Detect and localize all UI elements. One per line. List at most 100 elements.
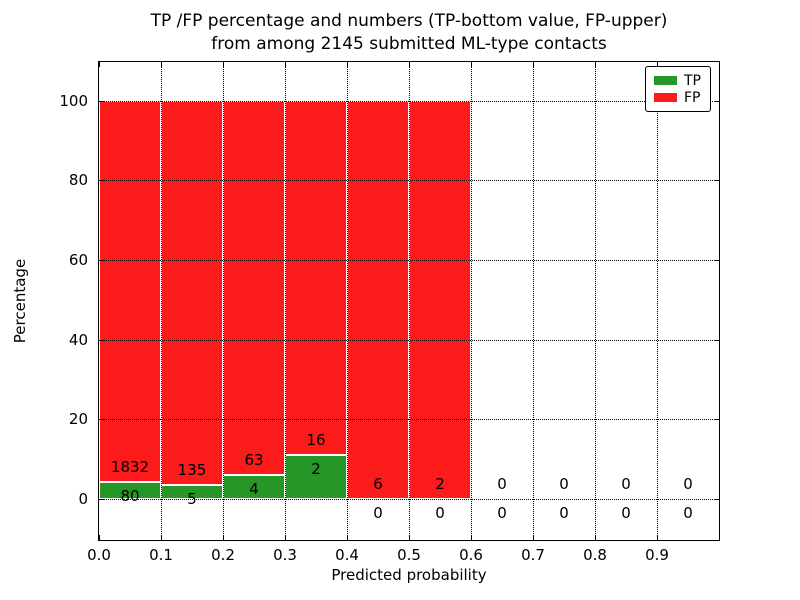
- tp-count-label-3: 2: [311, 459, 321, 478]
- tp-count-label-6: 0: [497, 504, 507, 522]
- ticks-layer: [99, 62, 719, 540]
- legend-swatch-fp-icon: [654, 93, 677, 102]
- xtick-top-0.3: [285, 62, 286, 67]
- gridline-x-0.9: [657, 62, 658, 540]
- xtick-bottom-0.3: [285, 535, 286, 540]
- y-tick-label-0: 0: [78, 490, 88, 508]
- bar-tp-0: [99, 482, 161, 499]
- xtick-bottom-0.7: [533, 535, 534, 540]
- tp-count-label-0: 80: [120, 487, 140, 506]
- x-tick-label-0.5: 0.5: [397, 546, 421, 564]
- ytick-right-60: [714, 259, 719, 261]
- y-tick-label-100: 100: [59, 91, 88, 110]
- fp-count-label-9: 0: [683, 475, 693, 493]
- gridline-x-0.4: [347, 62, 348, 540]
- ytick-left-60: [99, 259, 104, 261]
- x-tick-label-0.8: 0.8: [583, 546, 607, 564]
- fp-count-label-5: 2: [435, 475, 445, 493]
- fp-count-label-7: 0: [559, 475, 569, 493]
- legend: TP FP: [645, 66, 711, 112]
- fp-count-label-1: 135: [177, 460, 207, 479]
- bar-fp-1: [161, 100, 223, 485]
- y-tick-label-40: 40: [68, 330, 88, 349]
- xtick-bottom-0.2: [223, 535, 224, 540]
- x-tick-label-0.0: 0.0: [87, 546, 111, 564]
- y-tick-label-20: 20: [68, 410, 88, 429]
- legend-entry-tp: TP: [646, 72, 710, 89]
- fp-count-label-4: 6: [373, 475, 383, 493]
- fp-count-label-8: 0: [621, 475, 631, 493]
- x-tick-label-0.6: 0.6: [459, 546, 483, 564]
- xtick-top-0.4: [347, 62, 348, 67]
- ytick-right-100: [714, 100, 719, 102]
- tp-count-label-5: 0: [435, 504, 445, 522]
- gridline-y-0: [99, 499, 719, 500]
- xtick-top-0.0: [99, 62, 100, 67]
- xtick-bottom-0.0: [99, 535, 100, 540]
- tp-count-label-4: 0: [373, 504, 383, 522]
- xtick-top-0.8: [595, 62, 596, 67]
- x-tick-label-0.1: 0.1: [149, 546, 173, 564]
- ytick-right-20: [714, 419, 719, 421]
- ytick-right-80: [714, 180, 719, 182]
- x-tick-label-0.2: 0.2: [211, 546, 235, 564]
- bars-layer: [99, 62, 719, 540]
- xtick-bottom-0.8: [595, 535, 596, 540]
- chart-title-line1: TP /FP percentage and numbers (TP-bottom…: [150, 11, 668, 31]
- gridline-y-60: [99, 259, 719, 261]
- ytick-left-40: [99, 339, 104, 341]
- bar-fp-2: [223, 100, 285, 476]
- gridline-x-0.7: [533, 62, 534, 540]
- xtick-bottom-0.5: [409, 535, 410, 540]
- xtick-top-0.1: [161, 62, 162, 67]
- xtick-bottom-0.1: [161, 535, 162, 540]
- xtick-top-0.7: [533, 62, 534, 67]
- plot-area: 1832 80 135 5 63 4 16 2 6 0 2 0 0 0 0 0 0 0 0 0 TP FP: [98, 61, 720, 541]
- bar-fp-5: [409, 100, 471, 499]
- xtick-bottom-0.9: [657, 535, 658, 540]
- x-axis-label: Predicted probability: [331, 566, 487, 584]
- fp-count-label-2: 63: [244, 451, 264, 470]
- x-tick-label-0.3: 0.3: [273, 546, 297, 564]
- gridline-x-0.2: [223, 62, 224, 540]
- legend-label-tp: TP: [684, 72, 701, 89]
- gridline-x-0.3: [285, 62, 286, 540]
- ytick-left-20: [99, 419, 104, 421]
- tp-count-label-8: 0: [621, 504, 631, 522]
- gridline-y-20: [99, 419, 719, 421]
- tp-count-label-7: 0: [559, 504, 569, 522]
- xtick-top-0.2: [223, 62, 224, 67]
- fp-count-label-6: 0: [497, 475, 507, 493]
- xtick-bottom-0.6: [471, 535, 472, 540]
- chart-title: TP /FP percentage and numbers (TP-bottom…: [99, 10, 719, 56]
- xtick-top-0.6: [471, 62, 472, 67]
- y-tick-label-80: 80: [68, 171, 88, 190]
- annotations-layer: 1832 80 135 5 63 4 16 2 6 0 2 0 0 0 0 0 0 0 0 0: [99, 62, 719, 540]
- legend-label-fp: FP: [684, 89, 701, 106]
- x-tick-label-0.9: 0.9: [645, 546, 669, 564]
- ytick-right-40: [714, 339, 719, 341]
- chart-title-line2: from among 2145 submitted ML-type contac…: [211, 34, 607, 54]
- gridline-x-0.8: [595, 62, 596, 540]
- legend-entry-fp: FP: [646, 89, 710, 106]
- tp-count-label-9: 0: [683, 504, 693, 522]
- gridline-y-100: [99, 100, 719, 102]
- tp-count-label-1: 5: [187, 489, 197, 508]
- gridline-x-0.5: [409, 62, 410, 540]
- tp-count-label-2: 4: [249, 480, 259, 499]
- gridline-x-0.6: [471, 62, 472, 540]
- fp-count-label-3: 16: [306, 430, 326, 449]
- xtick-top-0.5: [409, 62, 410, 67]
- y-axis-label: Percentage: [11, 258, 29, 344]
- gridline-y-80: [99, 180, 719, 182]
- x-tick-label-0.7: 0.7: [521, 546, 545, 564]
- gridline-y-40: [99, 339, 719, 341]
- gridline-x-0.1: [161, 62, 162, 540]
- bar-fp-0: [99, 100, 161, 483]
- grid-layer: [99, 62, 719, 540]
- xtick-bottom-0.4: [347, 535, 348, 540]
- y-tick-label-60: 60: [68, 250, 88, 269]
- ytick-left-0: [99, 499, 104, 500]
- fp-count-label-0: 1832: [110, 458, 150, 477]
